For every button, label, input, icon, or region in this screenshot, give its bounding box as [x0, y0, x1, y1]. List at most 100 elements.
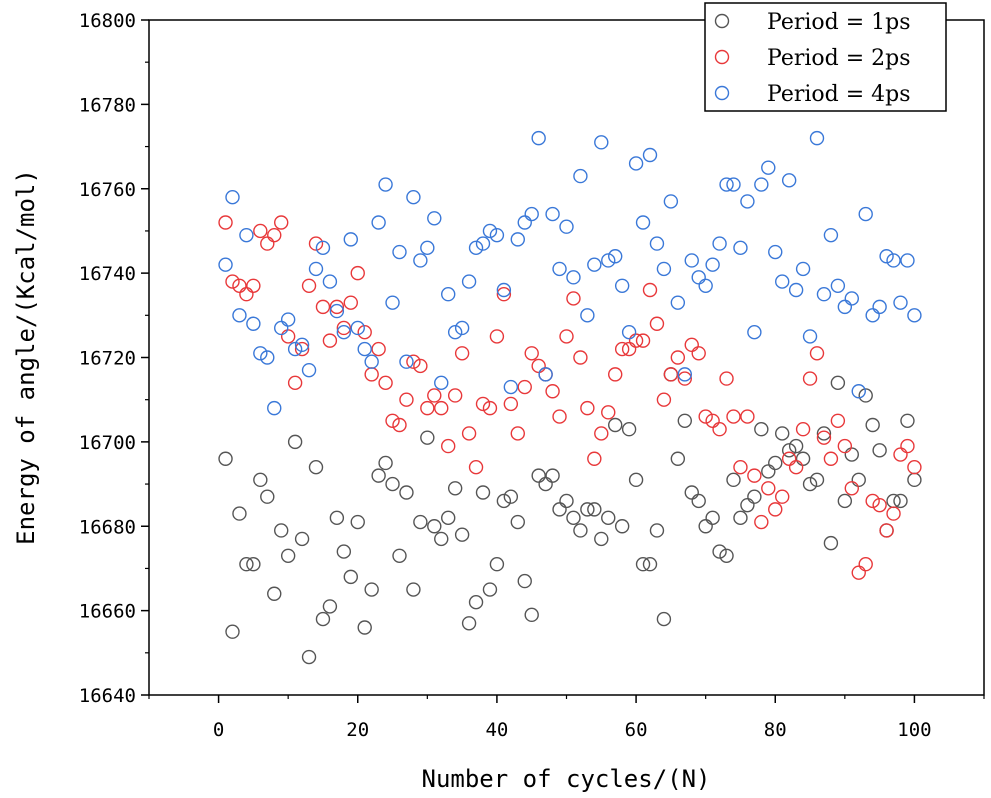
data-point — [740, 409, 755, 424]
data-point — [642, 282, 658, 298]
data-point — [768, 455, 783, 471]
data-point — [559, 493, 574, 509]
data-point — [886, 506, 901, 521]
data-point — [267, 227, 282, 243]
data-point — [510, 426, 525, 441]
data-point — [614, 519, 630, 534]
data-point — [608, 367, 623, 382]
data-point — [830, 413, 846, 428]
data-point — [274, 320, 289, 336]
data-point — [336, 544, 352, 559]
data-point — [621, 422, 637, 437]
data-point — [844, 481, 859, 496]
data-point — [907, 459, 922, 475]
data-point — [239, 227, 254, 243]
data-point — [552, 502, 567, 517]
data-point — [371, 215, 386, 230]
data-point — [260, 350, 275, 365]
data-point — [726, 472, 741, 488]
data-point — [385, 476, 400, 492]
data-point — [308, 236, 324, 251]
data-point — [225, 624, 240, 639]
data-point — [280, 312, 296, 327]
data-point — [406, 354, 421, 369]
data-point — [656, 261, 672, 277]
data-point — [893, 493, 908, 509]
data-point — [399, 392, 414, 407]
data-point — [566, 291, 581, 306]
data-point — [392, 548, 407, 563]
data-point — [830, 278, 846, 293]
data-point — [524, 346, 539, 361]
data-point — [621, 324, 637, 340]
data-point — [677, 371, 692, 386]
data-point — [719, 177, 734, 192]
data-point — [621, 341, 637, 357]
data-point — [580, 502, 595, 517]
series-2 — [218, 215, 922, 580]
data-point — [218, 257, 233, 272]
data-point — [406, 189, 421, 205]
data-point — [587, 502, 602, 517]
data-point — [287, 341, 303, 357]
data-point — [809, 130, 825, 146]
data-point — [893, 447, 908, 462]
data-point — [775, 274, 790, 289]
data-point — [858, 206, 873, 222]
data-point — [350, 265, 365, 281]
data-point — [545, 384, 560, 399]
data-point — [573, 523, 588, 538]
data-point — [420, 400, 435, 416]
data-point — [823, 451, 839, 466]
data-point — [517, 215, 532, 230]
data-point — [642, 147, 658, 163]
data-point — [628, 333, 644, 348]
data-point — [274, 523, 289, 538]
x-tick-label: 20 — [346, 719, 369, 741]
data-point — [775, 489, 790, 504]
data-point — [809, 346, 825, 361]
data-point — [301, 278, 317, 293]
data-point — [475, 396, 491, 412]
data-point — [795, 422, 811, 437]
data-point — [552, 409, 567, 424]
data-point — [447, 481, 463, 496]
data-point — [357, 341, 372, 357]
series-3 — [218, 130, 922, 416]
data-point — [649, 316, 665, 331]
legend: Period = 1ps Period = 2ps Period = 4ps — [704, 2, 947, 112]
data-point — [524, 607, 539, 623]
data-point — [761, 464, 776, 479]
data-point — [294, 531, 310, 547]
data-point — [823, 535, 839, 551]
data-point — [747, 468, 762, 483]
data-point — [802, 476, 818, 492]
data-point — [434, 375, 449, 391]
data-point — [413, 358, 428, 374]
data-point — [315, 240, 331, 256]
y-tick-label: 16640 — [79, 685, 136, 707]
data-point — [260, 236, 275, 251]
data-point — [531, 468, 546, 483]
data-point — [225, 274, 240, 289]
data-point — [816, 287, 832, 302]
data-point — [670, 451, 686, 466]
data-point — [510, 232, 525, 247]
data-point — [531, 358, 546, 374]
data-point — [705, 413, 720, 428]
data-point — [608, 249, 623, 264]
data-point — [594, 531, 609, 547]
data-point — [524, 206, 539, 222]
data-point — [573, 168, 588, 184]
data-point — [427, 388, 442, 403]
y-axis-title: Energy of angle/(Kcal/mol) — [12, 169, 40, 545]
data-point — [754, 422, 769, 437]
data-point — [517, 379, 532, 395]
data-point — [656, 611, 672, 627]
data-point — [218, 451, 233, 466]
data-point — [635, 215, 651, 230]
data-point — [378, 177, 393, 192]
data-point — [232, 308, 247, 323]
data-point — [496, 282, 512, 298]
data-point — [399, 485, 414, 500]
